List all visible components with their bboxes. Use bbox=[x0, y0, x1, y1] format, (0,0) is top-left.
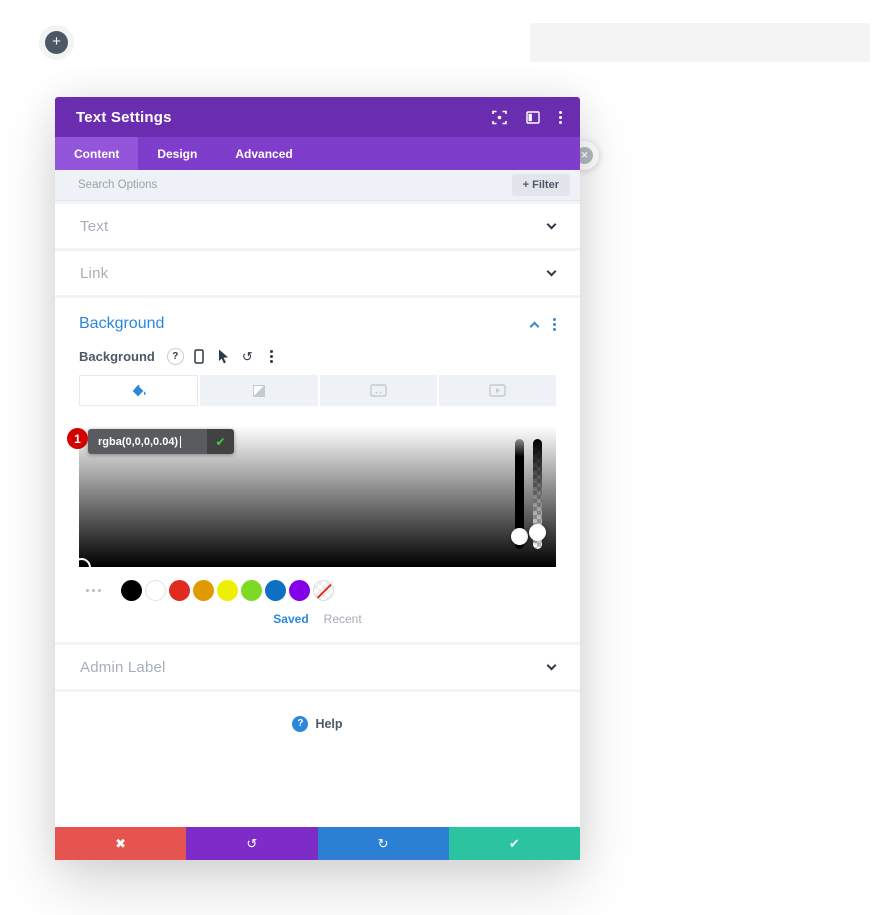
reset-undo-icon[interactable]: ↺ bbox=[241, 349, 253, 364]
swatch-red[interactable] bbox=[169, 580, 190, 601]
modal-tab-bar: Content Design Advanced bbox=[55, 137, 580, 170]
background-type-gradient-tab[interactable] bbox=[200, 375, 318, 406]
swatch-orange[interactable] bbox=[193, 580, 214, 601]
saturation-handle[interactable] bbox=[79, 558, 91, 567]
tab-advanced[interactable]: Advanced bbox=[235, 146, 293, 161]
brightness-slider[interactable] bbox=[515, 439, 524, 549]
swatch-blue[interactable] bbox=[265, 580, 286, 601]
tab-design[interactable]: Design bbox=[157, 146, 198, 161]
brightness-slider-handle[interactable] bbox=[511, 528, 528, 545]
chevron-down-icon bbox=[546, 266, 557, 276]
hover-cursor-icon[interactable] bbox=[215, 348, 232, 365]
color-value-tooltip: rgba(0,0,0,0.04) ✔ bbox=[88, 429, 234, 454]
redo-button[interactable]: ↻ bbox=[317, 827, 449, 860]
confirm-color-button[interactable]: ✔ bbox=[207, 429, 234, 454]
swatch-yellow[interactable] bbox=[217, 580, 238, 601]
swatch-black[interactable] bbox=[121, 580, 142, 601]
alpha-slider-handle[interactable] bbox=[529, 524, 546, 541]
help-icon: ? bbox=[292, 716, 309, 732]
section-label: Link bbox=[80, 264, 109, 282]
chevron-down-icon bbox=[546, 660, 557, 670]
color-saturation-field[interactable]: rgba(0,0,0,0.04) ✔ bbox=[79, 426, 556, 567]
section-label: Admin Label bbox=[80, 658, 166, 676]
section-background: Background Background ? bbox=[55, 298, 580, 642]
swatch-white[interactable] bbox=[145, 580, 166, 601]
undo-button[interactable]: ↺ bbox=[186, 827, 318, 860]
background-section-heading[interactable]: Background bbox=[79, 315, 165, 332]
search-options-input[interactable] bbox=[78, 179, 512, 191]
text-settings-modal: Text Settings Content Design Advanced + bbox=[55, 97, 580, 860]
section-toggle-admin-label[interactable]: Admin Label bbox=[55, 645, 580, 689]
section-toggle-link[interactable]: Link bbox=[55, 251, 580, 295]
modal-header: Text Settings bbox=[55, 97, 580, 137]
swatch-transparent[interactable] bbox=[313, 580, 334, 601]
responsive-phone-icon[interactable] bbox=[191, 348, 208, 365]
add-module-button[interactable]: + bbox=[45, 31, 68, 54]
color-picker: 1 rgba(0,0,0,0.04) ✔ bbox=[67, 426, 556, 567]
paint-bucket-icon bbox=[132, 384, 146, 396]
chevron-down-icon bbox=[546, 219, 557, 229]
swatch-green[interactable] bbox=[241, 580, 262, 601]
background-type-tabs bbox=[79, 375, 556, 406]
save-button[interactable]: ✔ bbox=[448, 827, 580, 860]
page-placeholder-block bbox=[530, 23, 870, 62]
option-help-icon[interactable]: ? bbox=[166, 348, 184, 365]
section-menu-icon[interactable] bbox=[553, 317, 556, 331]
swatch-purple[interactable] bbox=[289, 580, 310, 601]
step-badge: 1 bbox=[67, 428, 88, 449]
more-options-icon[interactable] bbox=[559, 110, 562, 124]
tab-content[interactable]: Content bbox=[55, 137, 139, 170]
gradient-icon bbox=[252, 384, 265, 397]
close-icon: ✕ bbox=[576, 147, 593, 164]
discard-button[interactable]: ✖ bbox=[55, 827, 187, 860]
swatch-options-icon[interactable] bbox=[86, 589, 101, 592]
alpha-slider[interactable] bbox=[533, 439, 542, 549]
color-value-input[interactable]: rgba(0,0,0,0.04) bbox=[88, 429, 207, 454]
swatch-row bbox=[79, 580, 556, 601]
help-row: ? Help bbox=[55, 692, 580, 827]
background-type-image-tab[interactable] bbox=[319, 375, 437, 406]
search-options-bar: + Filter bbox=[55, 170, 580, 201]
recent-swatches-tab[interactable]: Recent bbox=[323, 612, 362, 626]
filter-button[interactable]: + Filter bbox=[511, 174, 570, 196]
video-icon bbox=[489, 384, 506, 397]
background-type-color-tab[interactable] bbox=[79, 375, 199, 406]
modal-body: Text Link Background Background ? bbox=[55, 201, 580, 827]
section-label: Text bbox=[80, 217, 109, 235]
option-menu-icon[interactable] bbox=[263, 348, 280, 365]
split-view-icon[interactable] bbox=[526, 110, 540, 124]
image-icon bbox=[369, 384, 387, 397]
background-type-video-tab[interactable] bbox=[438, 375, 556, 406]
modal-footer: ✖ ↺ ↻ ✔ bbox=[55, 827, 580, 860]
chevron-up-icon[interactable] bbox=[529, 321, 540, 331]
modal-title: Text Settings bbox=[76, 108, 172, 126]
help-link[interactable]: Help bbox=[315, 717, 343, 731]
background-option-label: Background bbox=[79, 349, 155, 364]
section-toggle-text[interactable]: Text bbox=[55, 204, 580, 248]
saved-swatches-tab[interactable]: Saved bbox=[273, 612, 309, 626]
preview-toggle-icon[interactable] bbox=[492, 110, 507, 125]
